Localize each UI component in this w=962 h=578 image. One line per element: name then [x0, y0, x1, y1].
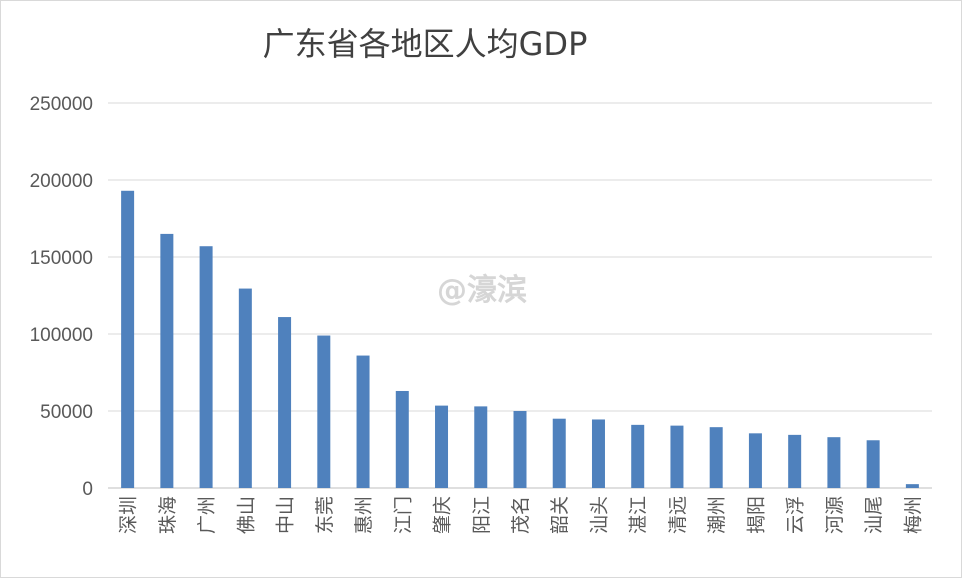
bar: [827, 437, 841, 488]
x-tick-label: 江门: [392, 496, 414, 534]
x-axis-ticks: 深圳 珠海 广州 佛山 中山 东莞 惠州 江门 肇庆 阳江 茂名 韶关 汕头 湛江 清远 潮州 揭阳 云浮 河源 汕尾…: [118, 496, 925, 534]
x-tick-label: 中山: [275, 496, 297, 534]
x-tick-label: 云浮: [785, 496, 807, 534]
x-tick-label: 潮州: [706, 496, 728, 534]
bar: [160, 233, 174, 488]
watermark: @濠滨: [437, 273, 527, 308]
bar: [788, 434, 802, 488]
y-tick-label: 150000: [30, 248, 93, 269]
x-tick-label: 揭阳: [745, 496, 767, 534]
bar: [709, 427, 723, 488]
bar: [435, 405, 449, 488]
x-tick-label: 茂名: [510, 496, 532, 534]
bar: [866, 440, 880, 488]
bar: [905, 484, 919, 488]
bar: [199, 246, 213, 488]
bar: [748, 433, 762, 488]
x-tick-label: 汕头: [588, 496, 610, 534]
bar: [552, 418, 566, 488]
bar: [238, 288, 252, 488]
x-tick-label: 肇庆: [432, 496, 454, 534]
x-tick-label: 珠海: [157, 496, 179, 534]
bar: [631, 424, 645, 488]
bar: [356, 355, 370, 488]
x-tick-label: 清远: [667, 496, 689, 534]
x-tick-label: 湛江: [628, 496, 650, 534]
bars: [121, 190, 919, 488]
x-tick-label: 河源: [824, 496, 846, 534]
y-tick-label: 50000: [40, 402, 93, 423]
bar: [591, 419, 605, 488]
y-axis-ticks: 0 50000 100000 150000 200000 250000: [30, 94, 93, 500]
x-tick-label: 东莞: [314, 496, 336, 534]
x-tick-label: 汕尾: [863, 496, 885, 534]
x-tick-label: 阳江: [471, 496, 493, 534]
x-tick-label: 梅州: [902, 496, 924, 534]
y-tick-label: 100000: [30, 325, 93, 346]
bar: [474, 406, 488, 488]
bar: [121, 190, 135, 488]
x-tick-label: 广州: [196, 496, 218, 534]
bar: [670, 425, 684, 488]
bar: [278, 317, 292, 488]
x-tick-label: 深圳: [118, 496, 140, 534]
chart-title: 广东省各地区人均GDP: [263, 25, 588, 63]
bar: [513, 411, 527, 488]
bar: [395, 390, 409, 488]
y-tick-label: 250000: [30, 94, 93, 115]
y-tick-label: 0: [82, 479, 93, 500]
x-tick-label: 韶关: [549, 496, 571, 534]
bar: [317, 335, 331, 488]
y-tick-label: 200000: [30, 171, 93, 192]
x-tick-label: 惠州: [353, 496, 375, 534]
x-tick-label: 佛山: [235, 496, 257, 534]
